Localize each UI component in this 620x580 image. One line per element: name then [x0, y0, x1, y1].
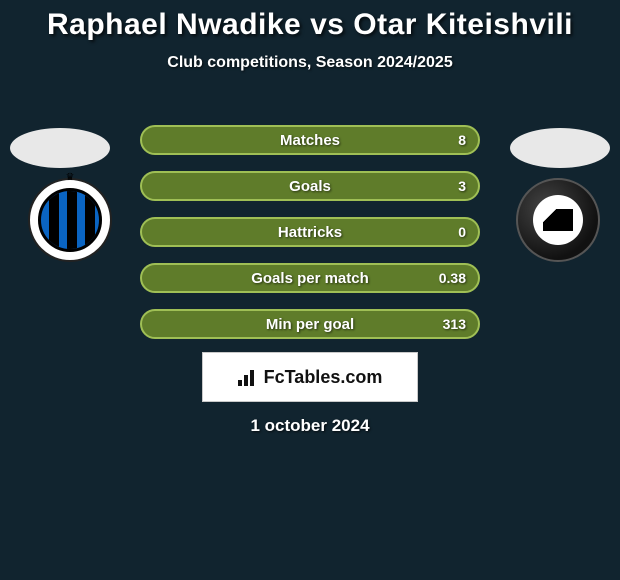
stat-value-right: 0.38: [439, 270, 466, 286]
stat-value-right: 8: [458, 132, 466, 148]
player-left-avatar: [10, 128, 110, 168]
club-left-badge: ♛: [28, 178, 112, 262]
stat-value-right: 3: [458, 178, 466, 194]
page-title: Raphael Nwadike vs Otar Kiteishvili: [0, 0, 620, 42]
subtitle: Club competitions, Season 2024/2025: [0, 54, 620, 72]
stat-label: Matches: [280, 132, 340, 149]
stat-row-min-per-goal: Min per goal 313: [140, 309, 480, 339]
stat-value-right: 313: [443, 316, 466, 332]
stat-bars: Matches 8 Goals 3 Hattricks 0 Goals per …: [140, 125, 480, 355]
bar-chart-icon: [238, 368, 258, 386]
stat-row-hattricks: Hattricks 0: [140, 217, 480, 247]
stat-row-matches: Matches 8: [140, 125, 480, 155]
brand-text: FcTables.com: [264, 367, 383, 388]
stat-row-goals: Goals 3: [140, 171, 480, 201]
stat-row-goals-per-match: Goals per match 0.38: [140, 263, 480, 293]
brand-box: FcTables.com: [202, 352, 418, 402]
stat-label: Min per goal: [266, 316, 354, 333]
stat-label: Hattricks: [278, 224, 342, 241]
stat-label: Goals per match: [251, 270, 369, 287]
club-right-badge: [516, 178, 600, 262]
stat-label: Goals: [289, 178, 331, 195]
player-right-avatar: [510, 128, 610, 168]
crown-icon: ♛: [66, 172, 75, 183]
stat-value-right: 0: [458, 224, 466, 240]
date-label: 1 october 2024: [0, 416, 620, 436]
